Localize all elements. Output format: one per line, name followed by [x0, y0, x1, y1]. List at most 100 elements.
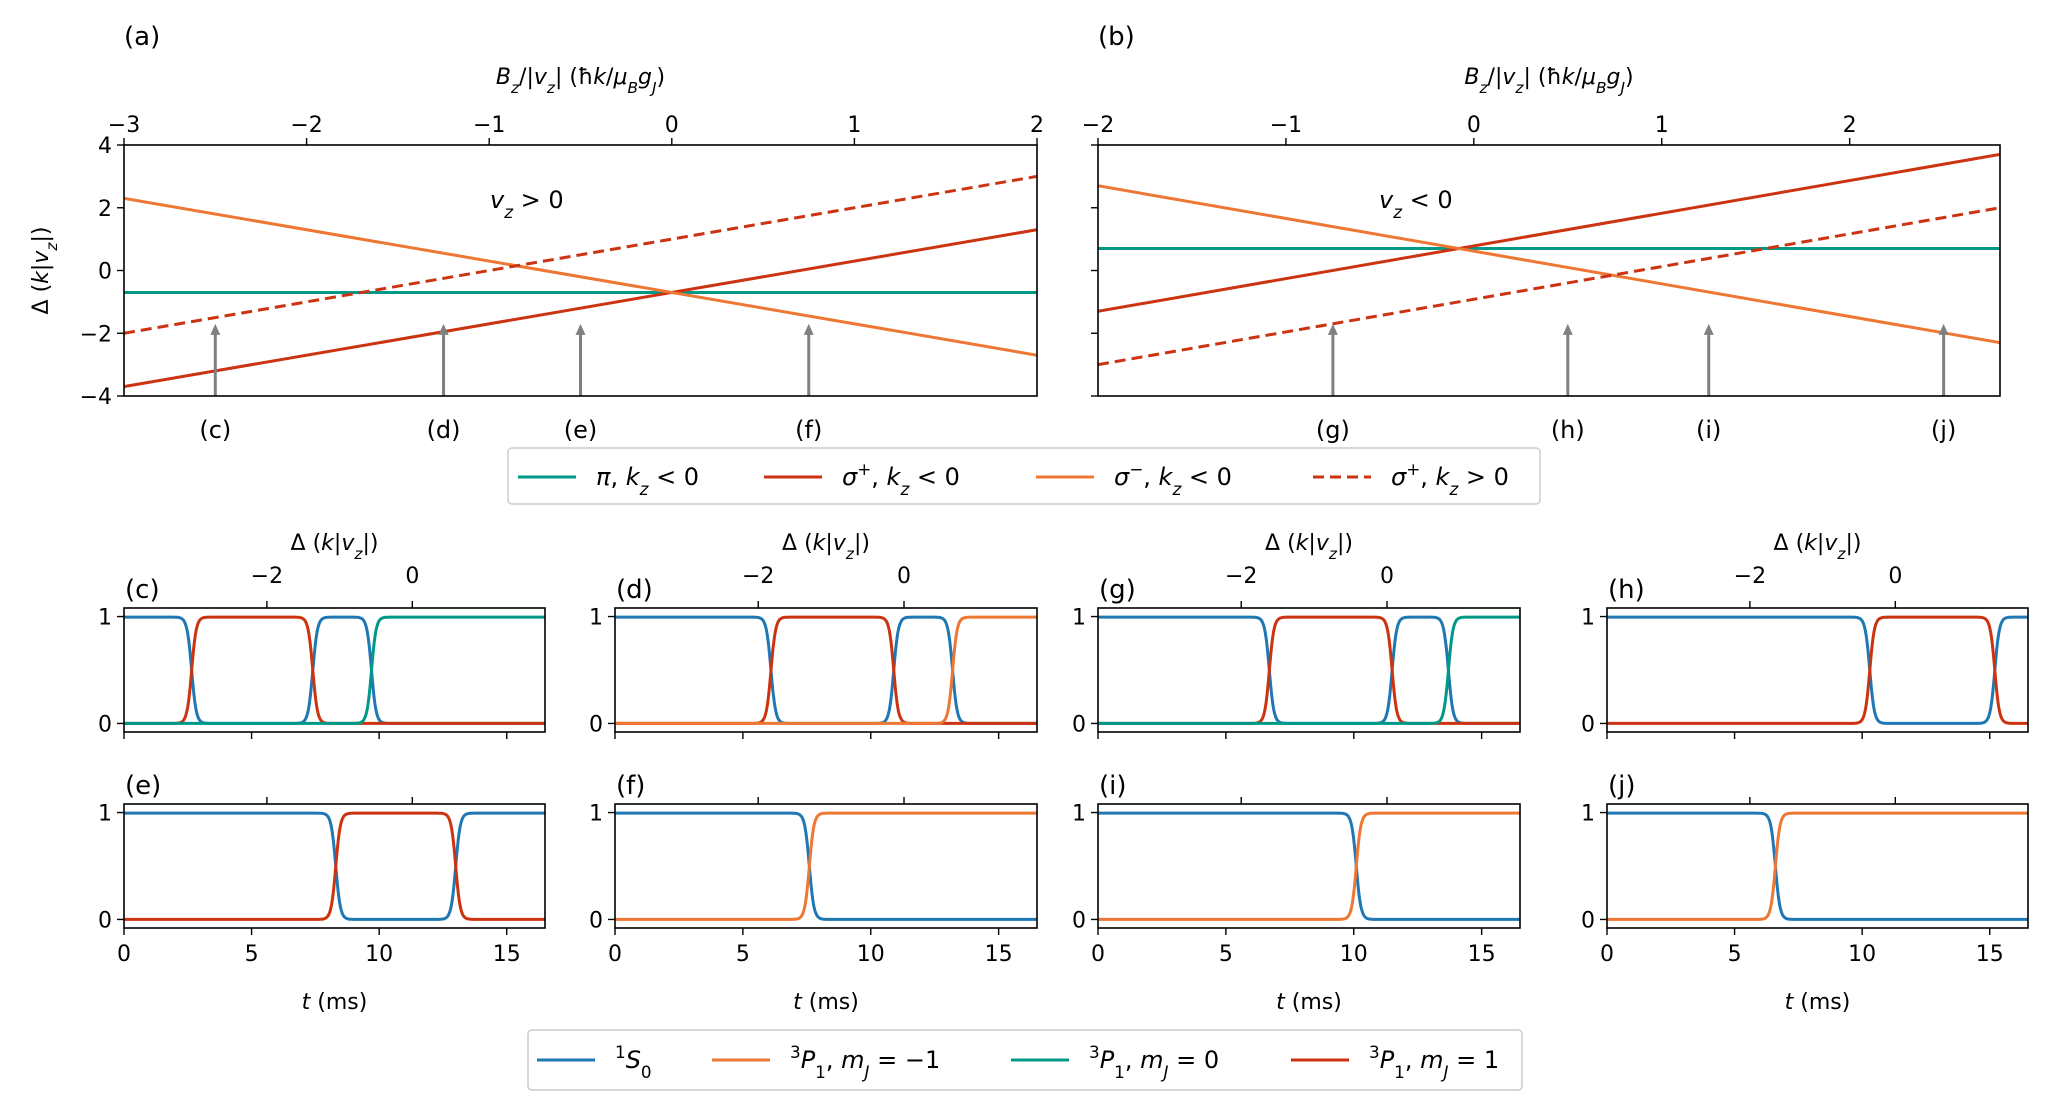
arrow-label: (g): [1316, 416, 1350, 444]
panel-c: −2 0 0 1 (c) Δ (k|vz|): [98, 531, 546, 739]
panel-label: (h): [1608, 575, 1645, 605]
panel-a: (c) (d) (e) (f) −3 −2 −1 0 1 2 −4 −2 0 2 4 Bz/|vz| (ħk/…: [29, 22, 1044, 444]
arrow-label: (c): [199, 416, 231, 444]
series-line-1: [124, 228, 1037, 389]
top-tick-label: 0: [1888, 564, 1902, 589]
x-tick-label: 5: [1728, 942, 1742, 967]
arrow-head: [438, 323, 449, 335]
population-curve-orange: [1098, 811, 1520, 921]
arrow-head: [803, 323, 814, 335]
x-tick-label: 0: [1091, 942, 1105, 967]
population-curve-orange: [1607, 811, 2028, 921]
population-curve-blue: [1607, 811, 2028, 921]
x-tick-label: −3: [108, 113, 140, 138]
y-tick-label: −4: [80, 385, 112, 410]
legend-bottom: 1S0 3P1, mJ = −1 3P1, mJ = 0 3P1, mJ = 1: [527, 1029, 1523, 1091]
legend-label: 3P1, mJ = −1: [790, 1042, 940, 1082]
x-tick-label: 5: [245, 942, 259, 967]
population-curve-blue: [1607, 615, 2028, 725]
top-x-axis-label: Δ (k|vz|): [1265, 531, 1353, 563]
legend-label: 1S0: [615, 1042, 652, 1082]
axes-frame: [1097, 803, 1521, 929]
y-tick-label: 0: [98, 908, 112, 933]
population-curve-blue: [615, 615, 1037, 725]
x-tick-label: 2: [1843, 113, 1857, 138]
population-curve-teal: [124, 615, 545, 725]
panel-d: −2 0 0 1 (d) Δ (k|vz|): [589, 531, 1038, 739]
axes-frame: [1097, 144, 2001, 397]
x-tick-label: 15: [493, 942, 521, 967]
panel-label: (b): [1098, 22, 1135, 52]
arrow-label: (h): [1551, 416, 1585, 444]
x-tick-label: 10: [365, 942, 393, 967]
x-tick-label: −2: [1082, 113, 1114, 138]
arrow-head: [1703, 323, 1714, 335]
x-axis-label: t (ms): [1276, 990, 1342, 1015]
series-line-3: [1098, 206, 2000, 367]
axes-frame: [123, 803, 546, 929]
panel-label: (i): [1099, 771, 1127, 801]
population-curve-red: [124, 811, 545, 921]
panel-label: (j): [1608, 771, 1636, 801]
population-curve-red: [1098, 615, 1520, 725]
x-tick-label: −1: [473, 113, 505, 138]
arrow-label: (i): [1696, 416, 1721, 444]
x-tick-label: 15: [985, 942, 1013, 967]
axes-frame: [614, 607, 1038, 733]
axes-frame: [614, 803, 1038, 929]
y-tick-label: 0: [589, 908, 603, 933]
x-tick-label: 2: [1030, 113, 1044, 138]
top-x-axis-label: Bz/|vz| (ħk/μBgJ): [1464, 65, 1633, 97]
top-x-axis-label: Δ (k|vz|): [291, 531, 379, 563]
population-curve-red: [1607, 615, 2028, 725]
arrow-head: [575, 323, 586, 335]
axes-frame: [1606, 607, 2029, 733]
y-tick-label: 1: [589, 802, 603, 827]
y-tick-label: 0: [589, 712, 603, 737]
x-tick-label: 15: [1468, 942, 1496, 967]
y-tick-label: −2: [80, 322, 112, 347]
x-tick-label: 0: [1467, 113, 1481, 138]
top-x-axis-label: Δ (k|vz|): [782, 531, 870, 563]
y-tick-label: 1: [1072, 802, 1086, 827]
arrow-label: (f): [795, 416, 822, 444]
axes-frame: [1606, 803, 2029, 929]
y-tick-label: 1: [1581, 802, 1595, 827]
population-curve-orange: [615, 615, 1037, 725]
x-tick-label: 0: [608, 942, 622, 967]
x-tick-label: 1: [1655, 113, 1669, 138]
panel-f: 0 5 10 15 0 1 (f) t (ms): [589, 771, 1038, 1015]
velocity-annotation: vz > 0: [490, 186, 564, 222]
panel-label: (c): [125, 575, 160, 605]
series-line-2: [124, 196, 1037, 357]
arrow-label: (e): [564, 416, 598, 444]
x-tick-label: 0: [1600, 942, 1614, 967]
top-tick-label: −2: [1225, 564, 1257, 589]
top-tick-label: −2: [251, 564, 283, 589]
arrow-head: [210, 323, 221, 335]
top-tick-label: 0: [405, 564, 419, 589]
population-curve-red: [615, 615, 1037, 725]
x-tick-label: 1: [847, 113, 861, 138]
legend-label: σ+, kz < 0: [842, 459, 960, 499]
x-tick-label: 5: [736, 942, 750, 967]
x-tick-label: 5: [1219, 942, 1233, 967]
arrow-label: (j): [1931, 416, 1956, 444]
x-tick-label: −1: [1270, 113, 1302, 138]
series-line-1: [1098, 152, 2000, 313]
x-tick-label: 15: [1976, 942, 2004, 967]
population-curve-orange: [615, 811, 1037, 921]
top-x-axis-label: Δ (k|vz|): [1774, 531, 1862, 563]
legend-top: π, kz < 0 σ+, kz < 0 σ−, kz < 0 σ+, kz > 0: [507, 447, 1541, 505]
population-curve-blue: [615, 811, 1037, 921]
x-axis-label: t (ms): [793, 990, 859, 1015]
panel-label: (f): [616, 771, 645, 801]
legend-label: 3P1, mJ = 1: [1369, 1042, 1499, 1082]
series-line-3: [124, 174, 1037, 335]
y-tick-label: 1: [589, 606, 603, 631]
y-tick-label: 0: [98, 712, 112, 737]
y-tick-label: 1: [98, 606, 112, 631]
y-tick-label: 0: [1581, 712, 1595, 737]
legend-label: σ+, kz > 0: [1391, 459, 1509, 499]
